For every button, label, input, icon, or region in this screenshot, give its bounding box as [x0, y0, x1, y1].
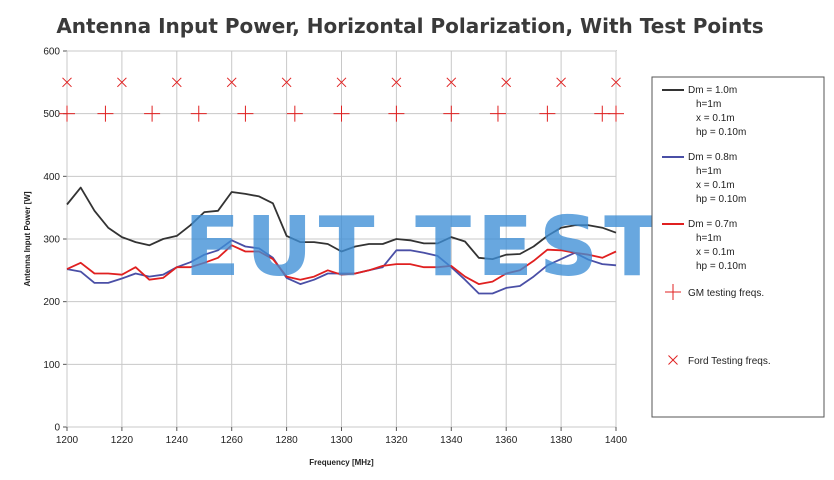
legend-label-1: hp = 0.10m	[696, 127, 746, 138]
gm-test-point	[333, 105, 350, 122]
x-tick-label: 1380	[550, 435, 573, 446]
ford-test-point	[336, 77, 347, 88]
legend-label-ford: Ford Testing freqs.	[688, 356, 771, 367]
x-tick-label: 1260	[221, 435, 244, 446]
legend-box	[651, 76, 825, 418]
gm-test-point	[388, 105, 405, 122]
y-tick-label: 300	[43, 235, 60, 246]
ford-test-point	[556, 77, 566, 88]
gm-test-point	[286, 105, 303, 122]
ford-test-point	[117, 77, 127, 88]
y-tick-label: 200	[43, 297, 60, 308]
legend-label-1: x = 0.1m	[696, 113, 735, 124]
x-tick-label: 1400	[605, 435, 628, 446]
x-tick-label: 1320	[385, 435, 408, 446]
ford-test-point	[391, 77, 402, 88]
y-tick-labels: 0 100 200 300 400 500 600	[43, 47, 60, 434]
chart-title: Antenna Input Power, Horizontal Polariza…	[56, 14, 763, 38]
legend-gm-marker	[665, 284, 681, 300]
ford-test-point	[281, 77, 292, 88]
legend-items: Dm = 1.0m h=1m x = 0.1m hp = 0.10m Dm = 0.8m…	[662, 85, 771, 367]
x-axis-title: Frequency [MHz]	[309, 458, 374, 467]
test-point-markers	[59, 77, 624, 122]
legend: Dm = 1.0m h=1m x = 0.1m hp = 0.10m Dm = 0.8m…	[651, 76, 825, 418]
ford-test-point	[501, 77, 512, 88]
gm-test-point	[539, 105, 556, 122]
gm-test-point	[489, 105, 506, 122]
y-tick-label: 500	[43, 109, 60, 120]
legend-ford-marker	[668, 355, 678, 365]
y-tick-label: 400	[43, 172, 60, 183]
ford-test-point	[226, 77, 237, 88]
ford-test-point	[446, 77, 457, 88]
x-tick-labels: 1200 1220 1240 1260 1280 1300 1320 1340 1360 1380…	[56, 435, 628, 446]
series-lines	[66, 186, 617, 295]
ford-test-point	[611, 77, 621, 88]
ford-test-point	[62, 77, 72, 88]
legend-label-2: h=1m	[696, 166, 721, 177]
series-line-3	[66, 244, 617, 286]
gm-test-point	[237, 105, 254, 122]
x-tick-label: 1340	[440, 435, 463, 446]
legend-label-gm: GM testing freqs.	[688, 288, 764, 299]
gm-test-point	[190, 105, 207, 122]
legend-label-3: h=1m	[696, 233, 721, 244]
x-tick-label: 1200	[56, 435, 79, 446]
x-tick-label: 1300	[330, 435, 353, 446]
legend-label-1: Dm = 1.0m	[688, 85, 737, 96]
x-tick-label: 1240	[166, 435, 189, 446]
x-tick-label: 1220	[111, 435, 134, 446]
y-axis-title: Antenna Input Power [W]	[23, 191, 32, 286]
legend-label-3: Dm = 0.7m	[688, 219, 737, 230]
legend-label-2: x = 0.1m	[696, 180, 735, 191]
legend-label-2: Dm = 0.8m	[688, 152, 737, 163]
series-line-2	[66, 239, 617, 295]
legend-label-2: hp = 0.10m	[696, 194, 746, 205]
watermark: EUT TEST	[184, 200, 666, 295]
ford-test-point	[171, 77, 182, 88]
y-tick-label: 100	[43, 360, 60, 371]
x-tick-label: 1360	[495, 435, 518, 446]
y-tick-label: 0	[54, 423, 60, 434]
gm-test-point	[443, 105, 460, 122]
y-tick-label: 600	[43, 47, 60, 58]
legend-label-1: h=1m	[696, 99, 721, 110]
gm-test-point	[59, 105, 75, 122]
gm-test-point	[97, 105, 114, 122]
gm-test-point	[594, 105, 611, 122]
x-tick-label: 1280	[275, 435, 298, 446]
gm-test-point	[608, 105, 624, 122]
gm-test-point	[144, 105, 161, 122]
legend-label-3: hp = 0.10m	[696, 261, 746, 272]
series-line-1	[66, 186, 617, 261]
legend-label-3: x = 0.1m	[696, 247, 735, 258]
